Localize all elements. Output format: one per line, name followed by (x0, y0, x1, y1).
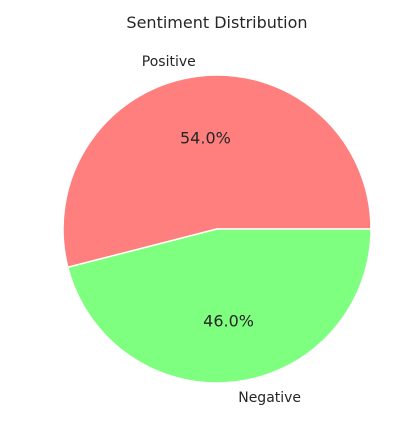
pct-label-negative: 46.0% (203, 312, 254, 331)
slice-label-negative: Negative (238, 390, 301, 406)
pie-slices (62, 74, 372, 384)
pie-slice-positive (62, 74, 372, 269)
pie-labels: Positive 54.0% Negative 46.0% (142, 54, 301, 406)
slice-label-positive: Positive (142, 54, 196, 70)
pie-slice-negative (66, 228, 372, 384)
chart-title: Sentiment Distribution (126, 13, 307, 32)
pct-label-positive: 54.0% (180, 128, 231, 147)
